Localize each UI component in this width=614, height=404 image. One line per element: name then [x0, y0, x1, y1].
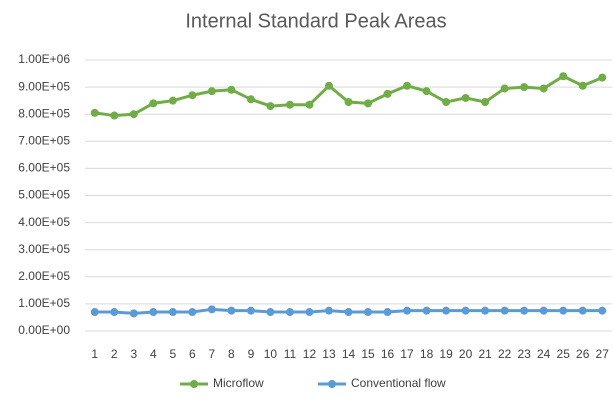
x-tick-label: 7 [209, 347, 216, 361]
x-tick-label: 17 [400, 347, 414, 361]
y-tick-label: 3.00E+05 [18, 242, 70, 256]
data-point [578, 306, 587, 315]
data-point [110, 308, 119, 317]
x-tick-label: 2 [111, 347, 118, 361]
x-tick-label: 1 [91, 347, 98, 361]
data-point [422, 87, 431, 96]
legend-marker [190, 380, 198, 388]
data-point [383, 308, 392, 317]
data-point [559, 72, 568, 81]
y-tick-label: 5.00E+05 [18, 188, 70, 202]
data-point [520, 83, 529, 92]
data-point [188, 91, 197, 100]
data-point [598, 73, 607, 82]
x-tick-label: 25 [557, 347, 571, 361]
data-point [481, 98, 490, 107]
data-point [246, 95, 255, 104]
data-point [442, 98, 451, 107]
legend-label: Microflow [213, 376, 264, 390]
data-point [442, 306, 451, 315]
x-tick-label: 24 [537, 347, 551, 361]
data-point [305, 100, 314, 109]
x-tick-label: 5 [169, 347, 176, 361]
y-tick-label: 7.00E+05 [18, 133, 70, 147]
x-tick-label: 20 [459, 347, 473, 361]
x-tick-label: 26 [576, 347, 590, 361]
data-point [129, 110, 138, 119]
data-point [285, 100, 294, 109]
x-tick-label: 19 [439, 347, 453, 361]
data-point [598, 306, 607, 315]
data-point [266, 102, 275, 111]
data-point [207, 87, 216, 96]
data-point [110, 111, 119, 120]
chart-title: Internal Standard Peak Areas [185, 10, 446, 32]
data-point [539, 306, 548, 315]
data-point [422, 306, 431, 315]
data-point [461, 93, 470, 102]
data-point [285, 308, 294, 317]
data-point [168, 96, 177, 105]
data-point [168, 308, 177, 317]
data-point [129, 309, 138, 318]
data-point [539, 84, 548, 93]
x-tick-label: 15 [361, 347, 375, 361]
y-tick-label: 2.00E+05 [18, 269, 70, 283]
data-point [149, 99, 158, 108]
y-tick-label: 9.00E+05 [18, 79, 70, 93]
x-tick-label: 6 [189, 347, 196, 361]
data-point [246, 306, 255, 315]
data-point [305, 308, 314, 317]
data-point [403, 306, 412, 315]
legend-marker [328, 380, 336, 388]
x-tick-label: 9 [248, 347, 255, 361]
data-point [364, 99, 373, 108]
x-tick-label: 16 [381, 347, 395, 361]
y-tick-label: 0.00E+00 [18, 323, 70, 337]
x-tick-label: 3 [130, 347, 137, 361]
data-point [383, 89, 392, 98]
data-point [149, 308, 158, 317]
y-tick-label: 1.00E+06 [18, 52, 70, 66]
x-tick-label: 14 [342, 347, 356, 361]
x-tick-label: 18 [420, 347, 434, 361]
data-point [227, 85, 236, 94]
data-point [188, 308, 197, 317]
data-point [266, 308, 275, 317]
y-tick-label: 8.00E+05 [18, 106, 70, 120]
data-point [344, 308, 353, 317]
data-point [481, 306, 490, 315]
x-tick-label: 4 [150, 347, 157, 361]
x-tick-label: 10 [264, 347, 278, 361]
data-point [207, 305, 216, 314]
data-point [500, 306, 509, 315]
data-point [578, 81, 587, 90]
x-tick-label: 22 [498, 347, 512, 361]
data-point [90, 308, 99, 317]
data-point [344, 98, 353, 107]
x-tick-label: 27 [596, 347, 610, 361]
data-point [364, 308, 373, 317]
legend-label: Conventional flow [351, 376, 446, 390]
x-tick-label: 12 [303, 347, 317, 361]
y-tick-label: 4.00E+05 [18, 215, 70, 229]
data-point [227, 306, 236, 315]
x-tick-label: 8 [228, 347, 235, 361]
data-point [461, 306, 470, 315]
x-tick-label: 11 [284, 347, 297, 361]
x-tick-label: 13 [322, 347, 336, 361]
x-tick-label: 23 [517, 347, 531, 361]
y-tick-label: 6.00E+05 [18, 161, 70, 175]
data-point [520, 306, 529, 315]
data-point [559, 306, 568, 315]
data-point [90, 108, 99, 117]
data-point [500, 84, 509, 93]
y-tick-label: 1.00E+05 [18, 296, 70, 310]
data-point [403, 81, 412, 90]
data-point [324, 81, 333, 90]
x-tick-label: 21 [478, 347, 492, 361]
data-point [324, 306, 333, 315]
